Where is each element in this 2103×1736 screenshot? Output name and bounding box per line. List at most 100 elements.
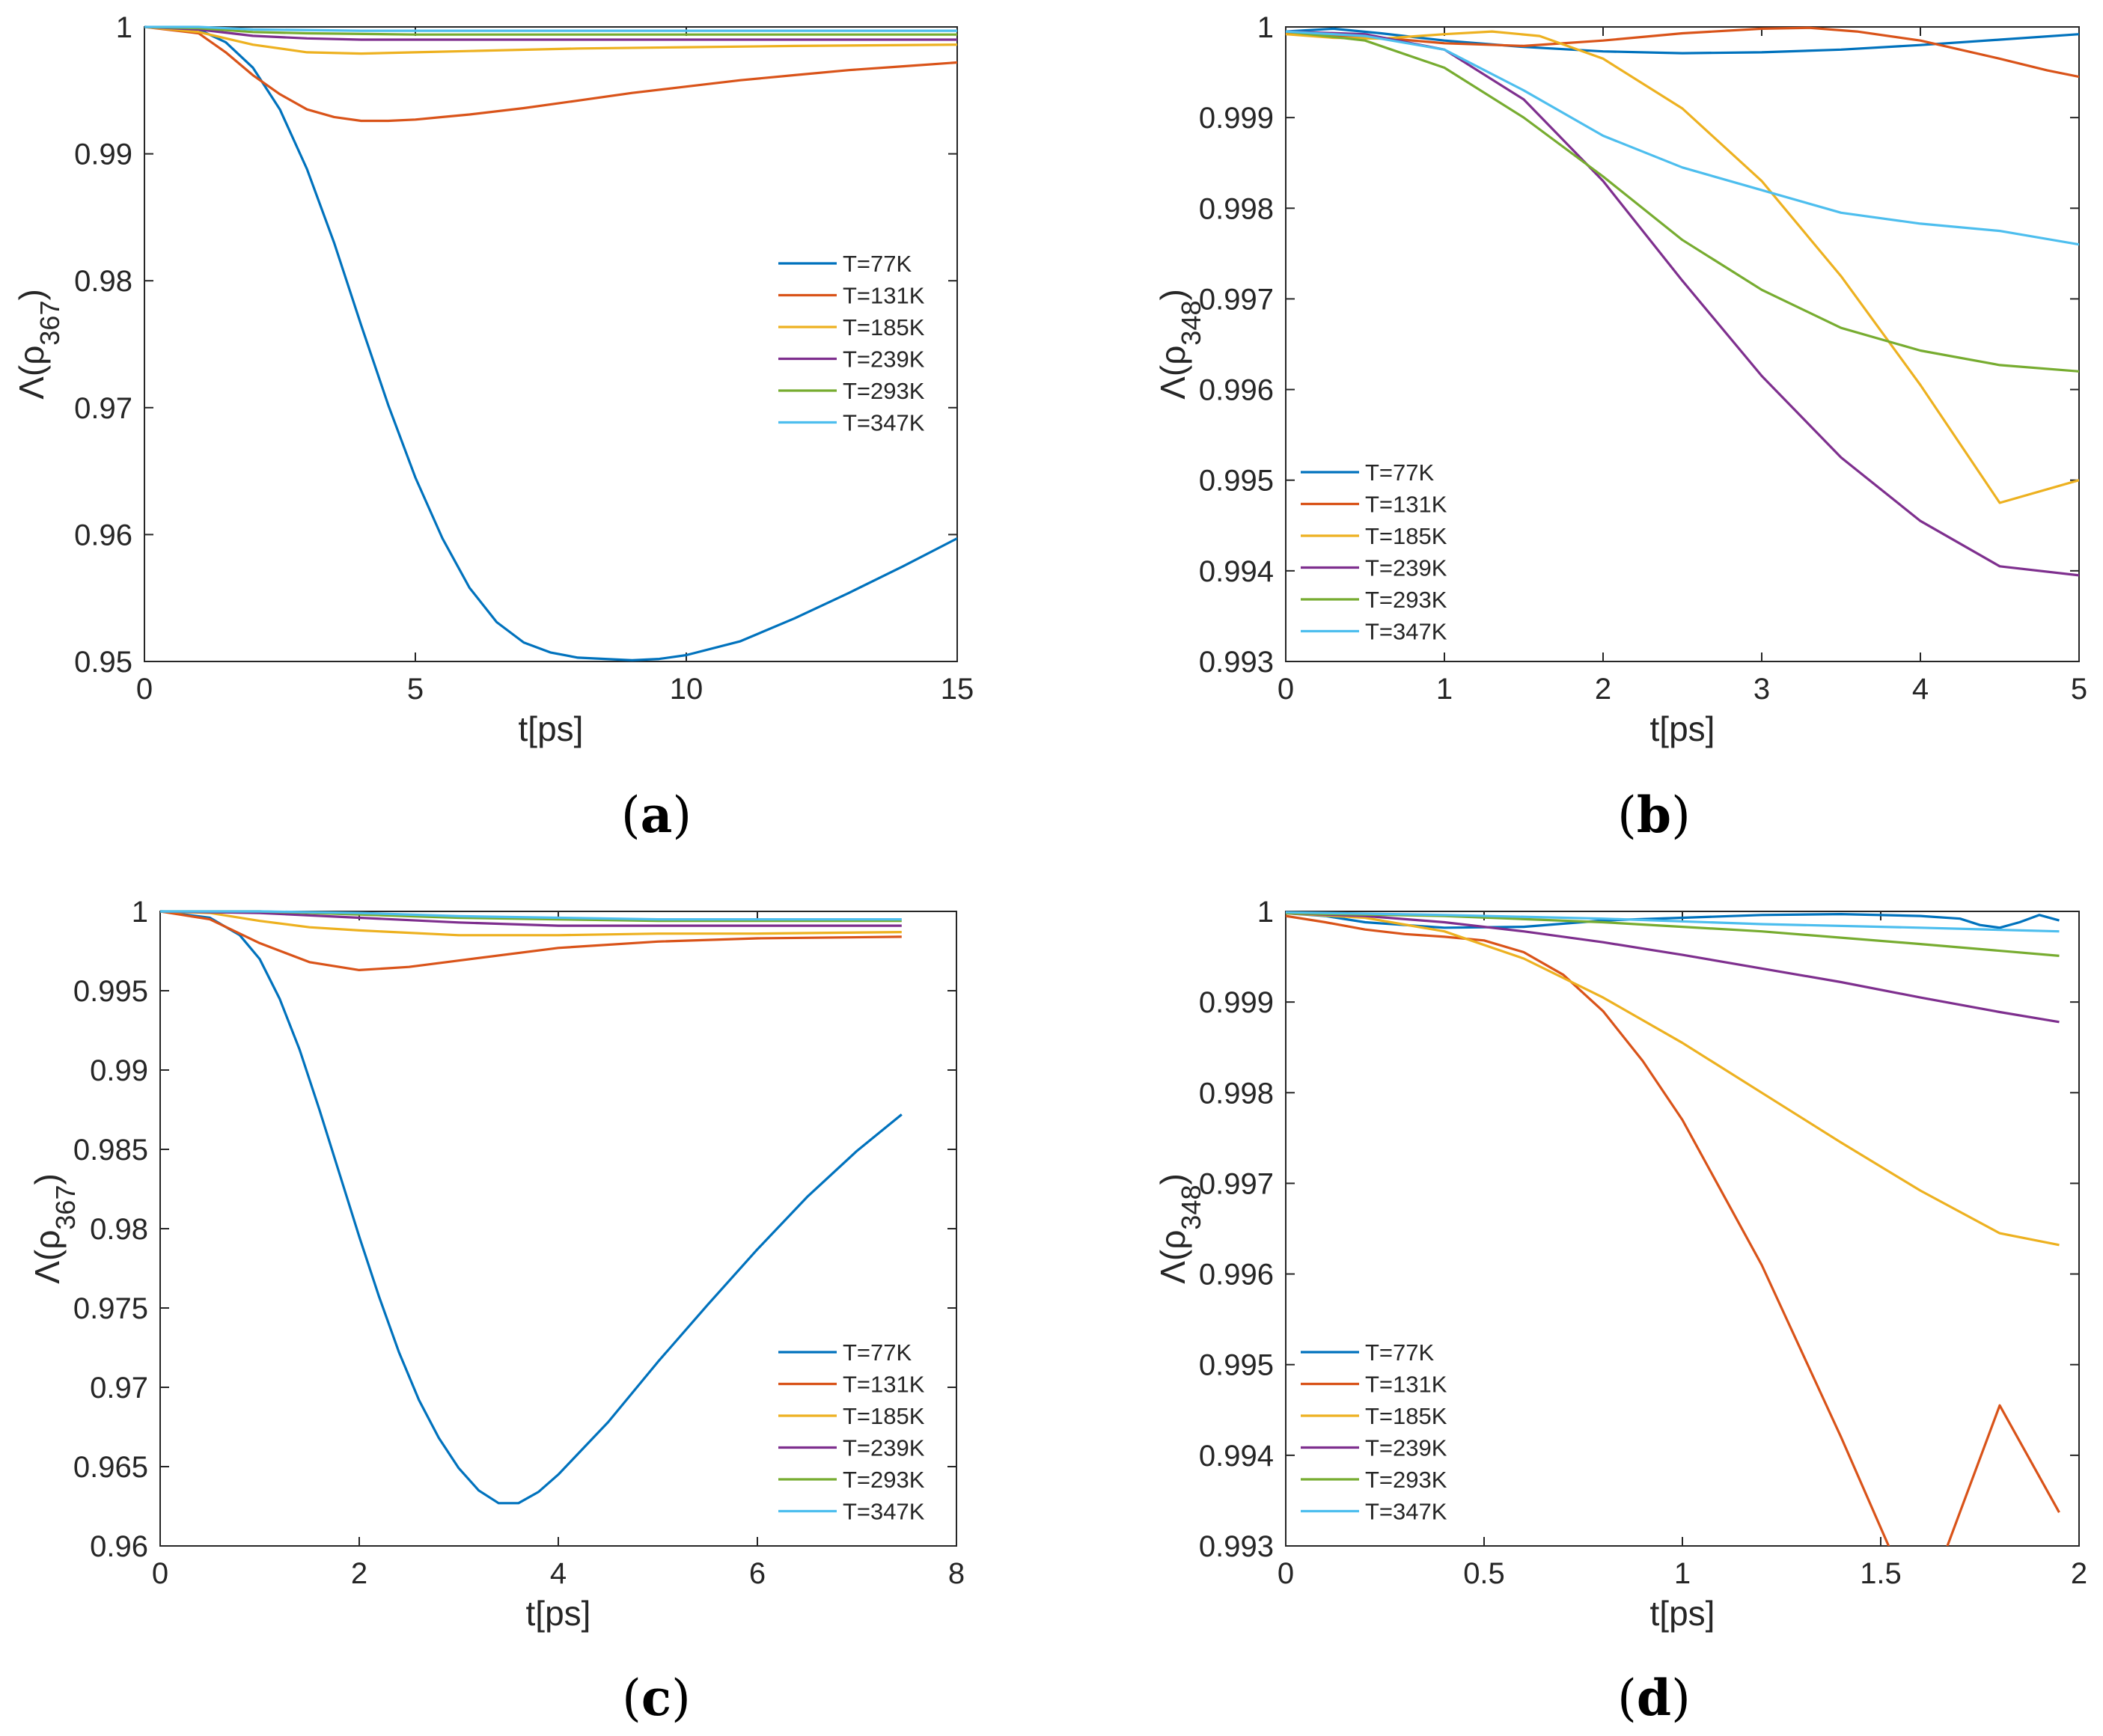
panel-c: 0 2 4 6 8 0.96 0.965 0.97 0.975 0.98 0.985 0.99 0.99… — [28, 896, 965, 1727]
y-axis-label: Λ(ρ367) — [12, 289, 65, 400]
y-tick-label: 1 — [132, 896, 148, 929]
y-tick-label: 0.999 — [1199, 102, 1274, 135]
series-line-t185k — [160, 910, 902, 937]
panel-caption: (b) — [1617, 786, 1691, 844]
series-line-t347k — [144, 25, 957, 32]
x-tick-label: 15 — [941, 673, 974, 706]
y-tick-label: 0.97 — [90, 1372, 148, 1405]
x-tick-label: 4 — [550, 1557, 567, 1590]
series-line-t347k — [1286, 911, 2060, 933]
series-line-t239k — [160, 910, 902, 927]
x-tick-label: 1 — [1674, 1557, 1691, 1590]
legend-label: T=131K — [1365, 1372, 1447, 1398]
y-axis-label-subscript: 348 — [1176, 1185, 1206, 1230]
y-axis-label: Λ(ρ348) — [1153, 289, 1206, 400]
series-line-t77k — [1286, 911, 2060, 929]
legend-label: T=347K — [1365, 1499, 1447, 1525]
series-line-t77k — [144, 25, 957, 661]
legend-label: T=77K — [843, 251, 912, 277]
legend-box — [1301, 454, 1465, 647]
x-tick-label: 2 — [1595, 673, 1611, 706]
legend-label: T=347K — [843, 1499, 925, 1525]
legend-label: T=185K — [1365, 523, 1447, 549]
series-line-t347k — [1286, 30, 2079, 246]
caption-letter: b — [1637, 786, 1671, 844]
x-tick-label: 1.5 — [1860, 1557, 1902, 1590]
legend-box — [778, 1334, 943, 1527]
y-tick-label: 0.993 — [1199, 646, 1274, 679]
y-tick-label: 0.993 — [1199, 1530, 1274, 1563]
y-tick-label: 0.985 — [73, 1134, 148, 1167]
caption-close: ) — [1671, 786, 1691, 844]
series-line-t185k — [1286, 911, 2060, 1247]
y-tick-label: 0.996 — [1199, 1259, 1274, 1292]
caption-letter: d — [1637, 1669, 1671, 1727]
series-line-t131k — [144, 25, 957, 123]
x-tick-label: 4 — [1912, 673, 1929, 706]
series-line-t293k — [144, 25, 957, 36]
legend-label: T=347K — [843, 410, 925, 436]
x-tick-label: 2 — [2071, 1557, 2087, 1590]
y-tick-label: 1 — [1257, 896, 1274, 929]
y-axis-label-main: Λ(ρ — [28, 1230, 67, 1284]
x-tick-label: 0 — [152, 1557, 168, 1590]
y-axis-label-close: ) — [28, 1173, 67, 1185]
x-axis-label: t[ps] — [526, 1594, 591, 1633]
y-tick-label: 0.994 — [1199, 555, 1274, 588]
y-tick-label: 0.975 — [73, 1292, 148, 1325]
legend-label: T=185K — [843, 314, 925, 340]
caption-open: ( — [1617, 786, 1637, 844]
caption-open: ( — [622, 1669, 641, 1727]
legend-label: T=77K — [843, 1339, 912, 1366]
series-line-t131k — [160, 910, 902, 972]
x-tick-label: 8 — [948, 1557, 965, 1590]
legend-label: T=293K — [1365, 1467, 1447, 1493]
series-line-t347k — [160, 910, 902, 921]
y-tick-label: 0.96 — [90, 1530, 148, 1563]
y-tick-label: 0.995 — [73, 975, 148, 1008]
y-tick-label: 0.997 — [1199, 283, 1274, 316]
caption-letter: a — [641, 786, 673, 844]
caption-open: ( — [621, 786, 641, 844]
x-tick-label: 1 — [1436, 673, 1453, 706]
x-tick-label: 5 — [407, 673, 424, 706]
caption-close: ) — [1671, 1669, 1691, 1727]
legend-label: T=185K — [843, 1403, 925, 1429]
legend-box — [1301, 1334, 1465, 1527]
y-tick-label: 1 — [116, 11, 132, 44]
x-tick-label: 0.5 — [1463, 1557, 1505, 1590]
legend-label: T=293K — [843, 1467, 925, 1493]
legend-label: T=239K — [1365, 1435, 1447, 1461]
caption-close: ) — [672, 786, 692, 844]
x-axis-label: t[ps] — [1650, 1594, 1715, 1633]
legend-label: T=77K — [1365, 459, 1435, 486]
series-line-t131k — [1286, 914, 2060, 1546]
y-tick-label: 0.995 — [1199, 1349, 1274, 1382]
series-line-t239k — [144, 25, 957, 41]
x-tick-label: 0 — [1278, 673, 1294, 706]
x-tick-label: 0 — [136, 673, 153, 706]
y-tick-label: 0.95 — [74, 646, 132, 679]
y-axis-label: Λ(ρ348) — [1153, 1173, 1206, 1284]
series-line-t77k — [160, 910, 903, 1505]
x-tick-label: 0 — [1278, 1557, 1294, 1590]
legend-label: T=77K — [1365, 1339, 1435, 1366]
y-tick-label: 0.996 — [1199, 374, 1274, 407]
caption-open: ( — [1617, 1669, 1637, 1727]
y-axis-label-close: ) — [1153, 289, 1192, 300]
y-tick-label: 0.998 — [1199, 1077, 1274, 1110]
y-tick-label: 1 — [1257, 11, 1274, 44]
panel-caption: (d) — [1617, 1669, 1691, 1727]
legend-label: T=131K — [1365, 492, 1447, 518]
panel-caption: (a) — [621, 786, 692, 844]
y-tick-label: 0.99 — [74, 138, 132, 171]
legend-label: T=131K — [843, 1372, 925, 1398]
y-tick-label: 0.98 — [90, 1213, 148, 1246]
y-tick-label: 0.98 — [74, 265, 132, 298]
legend-label: T=347K — [1365, 619, 1447, 645]
y-tick-label: 0.999 — [1199, 986, 1274, 1019]
panel-d: 0 0.5 1 1.5 2 0.993 0.994 0.995 0.996 0.997 0.998 0… — [1153, 896, 2087, 1727]
legend-label: T=185K — [1365, 1403, 1447, 1429]
y-tick-label: 0.997 — [1199, 1167, 1274, 1200]
y-tick-label: 0.96 — [74, 519, 132, 551]
